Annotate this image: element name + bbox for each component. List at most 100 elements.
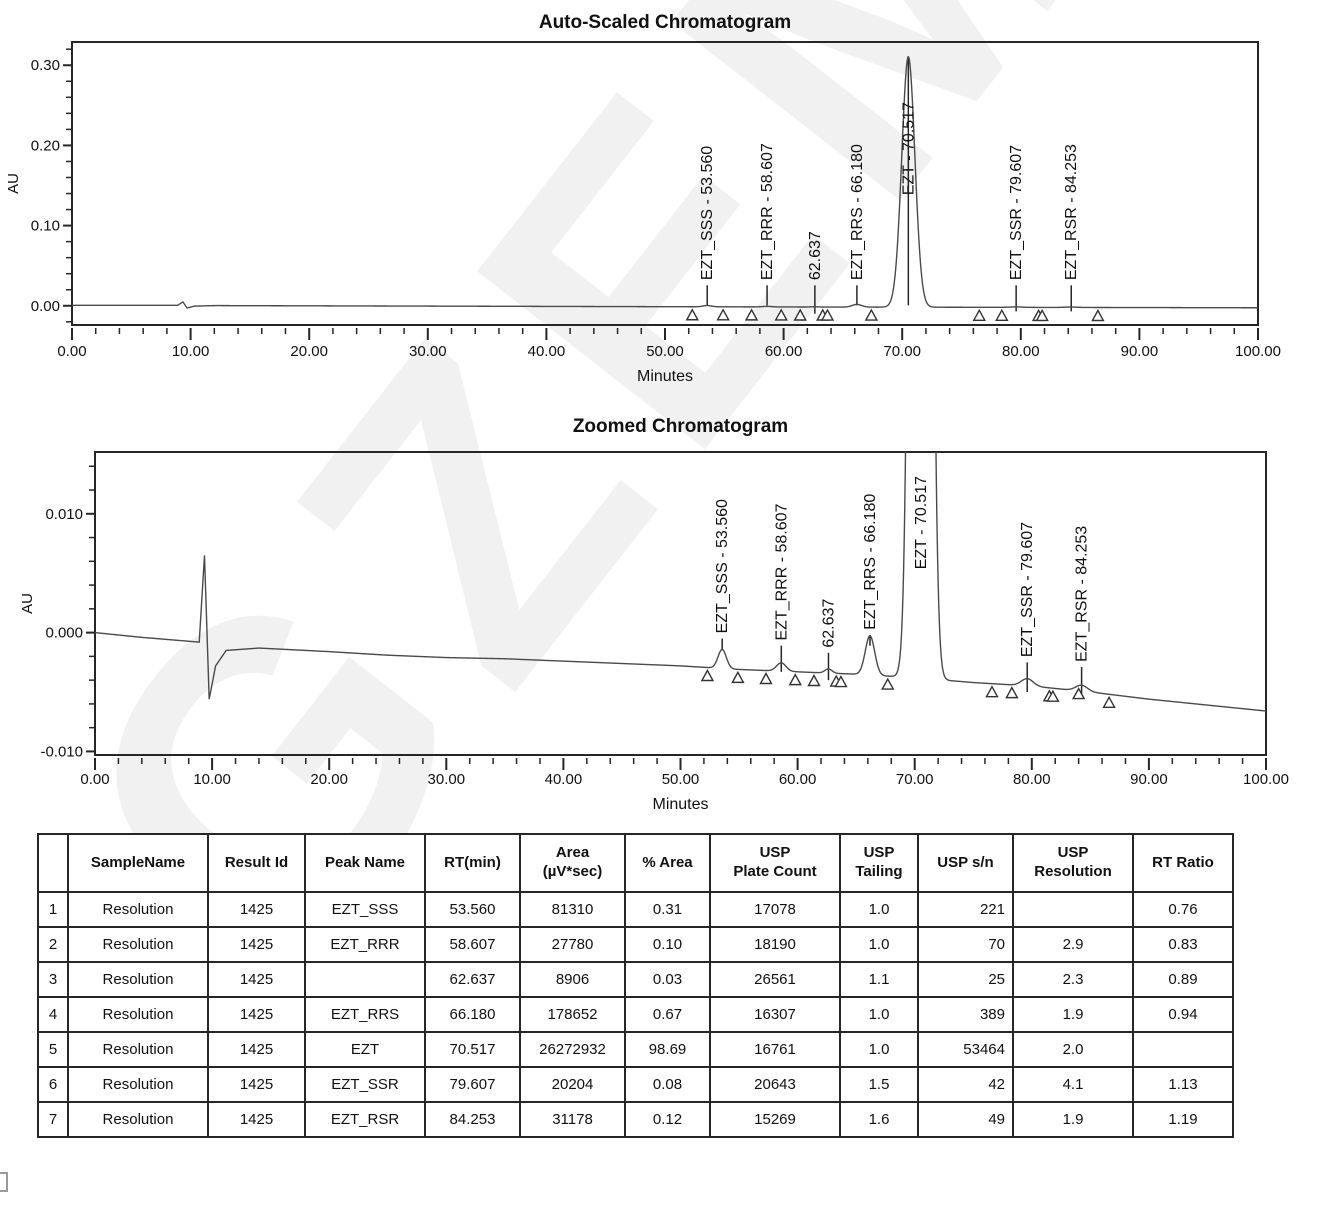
table-cell: 0.12	[624, 1101, 711, 1138]
table-cell: 4.1	[1012, 1066, 1134, 1103]
table-cell: EZT_RRR	[304, 926, 426, 963]
table-cell: 1.13	[1132, 1066, 1234, 1103]
table-cell: 1.5	[839, 1066, 919, 1103]
integration-marker-icon	[1071, 687, 1086, 700]
x-tick-label: 90.00	[1130, 771, 1168, 788]
table-cell: 1.0	[839, 1031, 919, 1068]
corner-artifact-mark	[0, 1172, 8, 1192]
table-cell: Resolution	[67, 891, 209, 928]
table-cell: 98.69	[624, 1031, 711, 1068]
peak-label: 62.637	[820, 599, 837, 648]
table-cell: Resolution	[67, 926, 209, 963]
row-number-cell: 3	[37, 961, 69, 998]
table-header-row: SampleName Result Id Peak Name RT(min) Area …	[37, 833, 1234, 893]
table-cell: 1425	[207, 891, 306, 928]
column-header: USP Plate Count	[709, 833, 841, 893]
integration-marker-icon	[881, 677, 895, 690]
table-cell: Resolution	[67, 996, 209, 1033]
peak-label: EZT_SSS - 53.560	[714, 499, 731, 633]
row-number-cell: 5	[37, 1031, 69, 1068]
table-cell: 84.253	[424, 1101, 521, 1138]
table-cell: 1425	[207, 1031, 306, 1068]
table-cell: 0.76	[1132, 891, 1234, 928]
x-tick-label: 0.00	[57, 343, 86, 360]
table-cell: 1.0	[839, 891, 919, 928]
integration-marker-icon	[731, 670, 745, 684]
table-cell	[1132, 1031, 1234, 1068]
plot-border	[71, 41, 1259, 326]
column-header: RT Ratio	[1132, 833, 1234, 893]
y-axis-title: AU	[5, 173, 22, 194]
table-row: 3 Resolution 1425 62.637 8906 0.03 26561 1.1 25 2…	[37, 961, 1234, 998]
table-cell: 66.180	[424, 996, 521, 1033]
integration-marker-icon	[744, 308, 759, 321]
table-cell: 0.31	[624, 891, 711, 928]
integration-marker-icon	[788, 673, 802, 686]
x-tick-label: 80.00	[1013, 771, 1051, 788]
x-tick-label: 60.00	[779, 771, 817, 788]
x-tick-label: 50.00	[646, 343, 684, 360]
x-tick-label: 20.00	[290, 343, 328, 360]
peak-label: EZT - 70.517	[900, 102, 917, 195]
integration-marker-icon	[685, 308, 699, 321]
table-row: 2 Resolution 1425 EZT_RRR 58.607 27780 0.10 181…	[37, 926, 1234, 963]
table-row: 7 Resolution 1425 EZT_RSR 84.253 31178 0.12 152…	[37, 1101, 1234, 1138]
table-cell: 1.9	[1012, 996, 1134, 1033]
table-row: 4 Resolution 1425 EZT_RRS 66.180 178652 0.67 16…	[37, 996, 1234, 1033]
row-number-cell: 2	[37, 926, 69, 963]
table-cell: Resolution	[67, 1101, 209, 1138]
table-cell: 17078	[709, 891, 841, 928]
integration-marker-icon	[774, 308, 788, 321]
x-tick-label: 30.00	[428, 771, 466, 788]
table-cell	[1012, 891, 1134, 928]
table-cell: 389	[917, 996, 1014, 1033]
integration-marker-icon	[793, 308, 807, 321]
column-header: Peak Name	[304, 833, 426, 893]
table-cell: 27780	[519, 926, 626, 963]
table-cell: EZT_SSS	[304, 891, 426, 928]
table-cell: 2.0	[1012, 1031, 1134, 1068]
column-header	[37, 833, 69, 893]
table-cell: 79.607	[424, 1066, 521, 1103]
integration-marker-icon	[985, 685, 999, 698]
table-cell: 0.10	[624, 926, 711, 963]
peak-label: EZT_SSR - 79.607	[1008, 145, 1025, 280]
table-cell: 49	[917, 1101, 1014, 1138]
x-tick-label: 80.00	[1002, 343, 1040, 360]
row-number-cell: 6	[37, 1066, 69, 1103]
column-header: Area (µV*sec)	[519, 833, 626, 893]
table-cell: 1.19	[1132, 1101, 1234, 1138]
table-cell: 31178	[519, 1101, 626, 1138]
integration-marker-icon	[807, 674, 821, 687]
integration-marker-icon	[820, 308, 835, 321]
table-cell: Resolution	[67, 1066, 209, 1103]
y-tick-label: 0.000	[45, 625, 83, 642]
column-header: Result Id	[207, 833, 306, 893]
row-number-cell: 4	[37, 996, 69, 1033]
row-number-cell: 7	[37, 1101, 69, 1138]
table-cell: 1.1	[839, 961, 919, 998]
table-cell: 58.607	[424, 926, 521, 963]
y-tick-label: 0.010	[45, 506, 83, 523]
table-cell: 2.9	[1012, 926, 1134, 963]
column-header: RT(min)	[424, 833, 521, 893]
x-tick-label: 10.00	[172, 343, 210, 360]
integration-marker-icon	[1005, 686, 1019, 699]
table-cell: 0.89	[1132, 961, 1234, 998]
table-cell: 20204	[519, 1066, 626, 1103]
table-cell: 1.0	[839, 996, 919, 1033]
table-cell: 25	[917, 961, 1014, 998]
table-cell: Resolution	[67, 1031, 209, 1068]
table-cell: 0.67	[624, 996, 711, 1033]
table-cell: 221	[917, 891, 1014, 928]
y-tick-label: 0.10	[31, 218, 60, 235]
column-header: USP Tailing	[839, 833, 919, 893]
chromatogram-trace	[95, 452, 1266, 712]
table-cell: 0.03	[624, 961, 711, 998]
x-axis-title: Minutes	[652, 796, 708, 813]
table-cell: 70.517	[424, 1031, 521, 1068]
row-number-cell: 1	[37, 891, 69, 928]
x-tick-label: 70.00	[883, 343, 921, 360]
peak-label: EZT_RSR - 84.253	[1063, 144, 1080, 280]
table-cell: 2.3	[1012, 961, 1134, 998]
